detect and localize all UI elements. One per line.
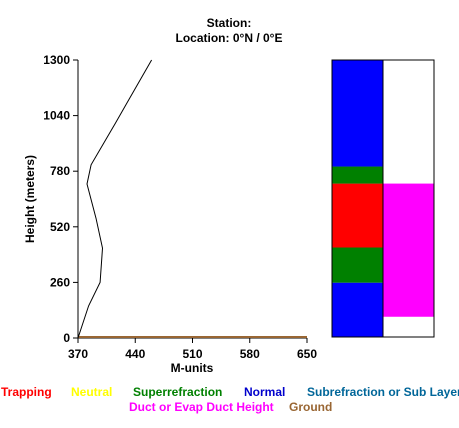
legend-normal: Normal [244,385,286,399]
legend-superrefraction: Superrefraction [133,385,223,399]
x-tick-label: 650 [297,347,317,361]
x-tick-label: 510 [182,347,202,361]
refraction-segment-normal [332,60,383,167]
x-tick-label: 370 [68,347,88,361]
refraction-bars [331,59,435,338]
location-title: Location: 0°N / 0°E [176,31,283,45]
x-tick-label: 580 [240,347,260,361]
y-tick-label: 0 [63,331,70,345]
m-profile-line [77,59,153,339]
legend-neutral: Neutral [71,385,113,399]
y-tick-label: 780 [50,164,70,178]
y-tick-label: 1040 [43,109,70,123]
legend-subrefraction: Subrefraction or Sub Layer [307,385,459,399]
duct-column-frame [382,59,435,338]
refraction-segment-superrefraction [332,247,383,283]
duct-segment [383,183,434,317]
x-ticks: 370 440 510 580 650 [68,338,317,361]
plot-area: 0 260 520 780 1040 1300 370 440 510 580 650 [43,53,317,361]
y-ticks: 0 260 520 780 1040 1300 [43,53,78,345]
station-title: Station: [207,16,252,30]
y-tick-label: 260 [50,275,70,289]
legend-duct: Duct or Evap Duct Height [129,400,274,414]
refraction-segment-normal [332,282,383,337]
y-tick-label: 520 [50,220,70,234]
refractivity-chart: Station: Location: 0°N / 0°E 0 260 520 780 1… [23,16,435,375]
y-tick-label: 1300 [43,53,70,67]
y-axis-label: Height (meters) [23,155,37,243]
x-axis-label: M-units [171,361,214,375]
refraction-segment-superrefraction [332,166,383,184]
x-tick-label: 440 [125,347,145,361]
legend-trapping: Trapping [1,385,52,399]
refraction-segment-trapping [332,183,383,248]
legend-ground: Ground [289,400,333,414]
